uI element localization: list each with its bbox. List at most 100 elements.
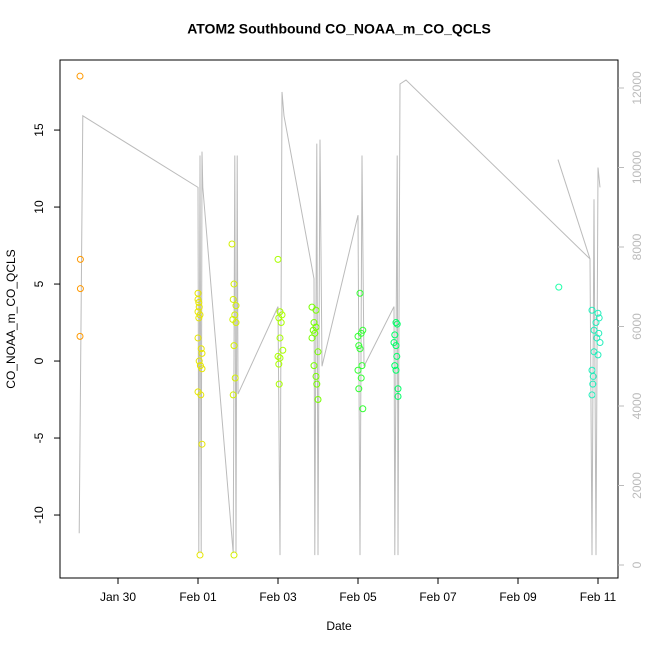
point xyxy=(595,314,603,322)
y-tick-label: 10 xyxy=(32,200,46,214)
point xyxy=(588,306,596,314)
x-tick-label: Feb 07 xyxy=(419,590,457,604)
point xyxy=(391,362,399,370)
y2-tick-label: 2000 xyxy=(630,472,644,499)
y2-tick-label: 8000 xyxy=(630,233,644,260)
point xyxy=(197,345,205,353)
point xyxy=(229,295,237,303)
point xyxy=(195,303,203,311)
point xyxy=(392,342,400,350)
point xyxy=(314,396,322,404)
point xyxy=(274,352,282,360)
point xyxy=(230,342,238,350)
point xyxy=(356,289,364,297)
x-tick-label: Jan 30 xyxy=(100,590,136,604)
point xyxy=(393,352,401,360)
point xyxy=(392,319,400,327)
point xyxy=(357,374,365,382)
point xyxy=(195,314,203,322)
point xyxy=(76,72,84,80)
point xyxy=(314,348,322,356)
point xyxy=(594,309,602,317)
point xyxy=(391,331,399,339)
point xyxy=(588,391,596,399)
point xyxy=(308,334,316,342)
point xyxy=(593,334,601,342)
point xyxy=(274,255,282,263)
x-tick-label: Feb 03 xyxy=(259,590,297,604)
point xyxy=(232,319,240,327)
point xyxy=(232,302,240,310)
point xyxy=(76,332,84,340)
y2-tick-label: 12000 xyxy=(630,71,644,105)
point xyxy=(354,332,362,340)
x-tick-label: Feb 05 xyxy=(339,590,377,604)
point xyxy=(230,551,238,559)
point xyxy=(195,357,203,365)
altitude-line xyxy=(78,79,601,556)
altitude-line xyxy=(557,159,591,260)
y-tick-label: 0 xyxy=(32,357,46,364)
point xyxy=(354,366,362,374)
point xyxy=(392,366,400,374)
point xyxy=(393,320,401,328)
point xyxy=(275,380,283,388)
point xyxy=(355,342,363,350)
point xyxy=(194,295,202,303)
point xyxy=(355,385,363,393)
point xyxy=(76,285,84,293)
point xyxy=(198,440,206,448)
x-axis-label: Date xyxy=(326,619,352,633)
chart-title: ATOM2 Southbound CO_NOAA_m_CO_QCLS xyxy=(187,21,491,37)
point xyxy=(595,329,603,337)
point xyxy=(356,345,364,353)
point xyxy=(197,391,205,399)
point xyxy=(358,362,366,370)
point xyxy=(231,374,239,382)
y-tick-label: -10 xyxy=(32,506,46,524)
point xyxy=(589,372,597,380)
y-axis-label: CO_NOAA_m_CO_QCLS xyxy=(4,249,18,388)
y-tick-label: 15 xyxy=(32,123,46,137)
point xyxy=(394,385,402,393)
x-tick-label: Feb 01 xyxy=(179,590,217,604)
point xyxy=(195,299,203,307)
y2-tick-label: 10000 xyxy=(630,150,644,184)
point xyxy=(313,380,321,388)
point xyxy=(196,311,204,319)
point xyxy=(359,405,367,413)
point xyxy=(596,339,604,347)
y-tick-label: 5 xyxy=(32,280,46,287)
plot-box xyxy=(59,59,619,579)
y-tick-label: -5 xyxy=(32,432,46,443)
y2-tick-label: 0 xyxy=(630,561,644,568)
point xyxy=(277,319,285,327)
point xyxy=(394,392,402,400)
point xyxy=(230,280,238,288)
point xyxy=(279,346,287,354)
y2-tick-label: 4000 xyxy=(630,392,644,419)
point xyxy=(555,283,563,291)
point xyxy=(312,306,320,314)
point xyxy=(275,360,283,368)
point xyxy=(310,362,318,370)
point xyxy=(590,326,598,334)
point xyxy=(198,365,206,373)
point xyxy=(312,372,320,380)
y2-tick-label: 6000 xyxy=(630,313,644,340)
point xyxy=(196,551,204,559)
point xyxy=(594,351,602,359)
point xyxy=(592,319,600,327)
point xyxy=(198,349,206,357)
point xyxy=(589,380,597,388)
point xyxy=(229,391,237,399)
point xyxy=(276,334,284,342)
x-tick-label: Feb 09 xyxy=(499,590,537,604)
point xyxy=(231,311,239,319)
point xyxy=(228,240,236,248)
x-tick-label: Feb 11 xyxy=(580,590,617,604)
point xyxy=(194,334,202,342)
